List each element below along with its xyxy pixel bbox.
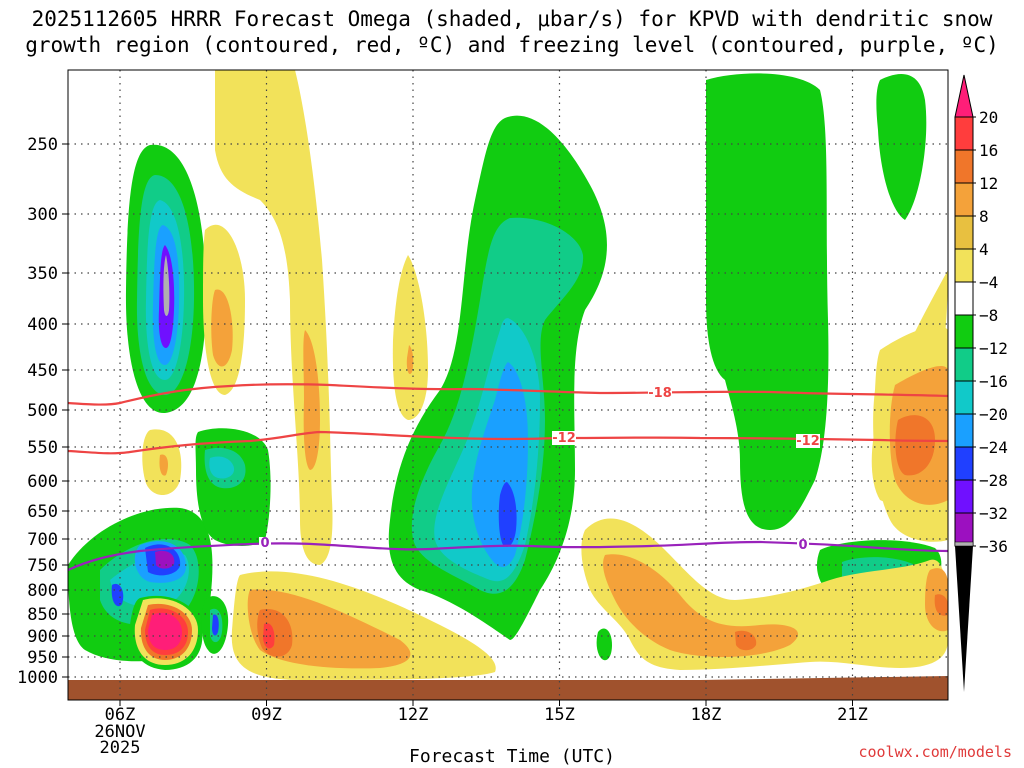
terrain-edge <box>68 676 948 700</box>
omega-region-center-blue2 <box>498 482 517 547</box>
sink-region-mid-spike-orange <box>406 345 414 375</box>
sink-region-bottom-left-red <box>263 623 275 649</box>
colorbar-label: −32 <box>979 504 1008 523</box>
colorbar-label: −24 <box>979 438 1008 457</box>
freezing-label-bg <box>259 537 271 550</box>
omega-region-upper-right <box>706 73 829 530</box>
dgz-upper-label-bg <box>648 386 672 400</box>
dgz-upper-label: -18 <box>648 386 672 401</box>
colorbar-swatch <box>954 512 974 547</box>
chart-title-line2: growth region (contoured, red, ºC) and f… <box>25 33 999 57</box>
grid-lines <box>68 70 948 700</box>
sink-region-mid-spike <box>392 255 428 420</box>
y-tick-label: 750 <box>27 556 58 576</box>
y-tick-label: 1000 <box>17 668 58 688</box>
dgz-upper-contour <box>67 383 949 406</box>
y-tick-label: 450 <box>27 361 58 381</box>
y-tick-label: 300 <box>27 205 58 225</box>
y-tick-label: 900 <box>27 627 58 647</box>
x-date-label: 26NOV <box>94 722 145 742</box>
credit-text: coolwx.com/models <box>858 743 1012 761</box>
y-tick-label: 400 <box>27 315 58 335</box>
colorbar-label: −12 <box>979 339 1008 358</box>
omega-region-lower-left-purple <box>155 550 175 569</box>
colorbar: 20 16 12 8 4 −4 −8 −12 −16 −20 −24 −28 −32 −36 <box>954 74 1008 692</box>
y-tick-label: 250 <box>27 135 58 155</box>
dgz-lower-label-2: -12 <box>796 434 820 449</box>
colorbar-swatch <box>954 215 974 250</box>
dgz-lower-label2-bg <box>796 434 820 448</box>
omega-region-mid-left-cyan <box>209 456 235 479</box>
omega-region-small-left-blue <box>212 614 219 636</box>
y-tick-label: 700 <box>27 530 58 550</box>
colorbar-swatch <box>954 281 974 316</box>
x-tick-label: 12Z <box>398 705 429 725</box>
dgz-lower-label: -12 <box>552 431 576 446</box>
colorbar-swatch <box>954 149 974 184</box>
y-tick-label: 550 <box>27 438 58 458</box>
x-tick-label: 18Z <box>691 705 722 725</box>
sink-region-left-b-orange <box>211 289 233 367</box>
sink-region-small-left-orange <box>159 454 168 476</box>
sink-region-left-inner <box>303 330 320 470</box>
colorbar-label: −4 <box>979 273 998 292</box>
colorbar-label: −20 <box>979 405 1008 424</box>
sink-region-left-column <box>215 70 333 565</box>
y-axis: 2503003504004505005506006507007508008509… <box>17 135 68 688</box>
colorbar-swatch <box>954 479 974 514</box>
colorbar-label: 4 <box>979 240 989 259</box>
sink-region-right-edge-orange2 <box>895 415 935 476</box>
y-tick-label: 500 <box>27 401 58 421</box>
y-tick-label: 600 <box>27 472 58 492</box>
colorbar-label: 20 <box>979 108 998 127</box>
y-tick-label: 650 <box>27 502 58 522</box>
y-tick-label: 950 <box>27 648 58 668</box>
colorbar-swatch <box>954 413 974 448</box>
sink-region-right-edge-bottom-red <box>934 594 948 616</box>
omega-region-upper-left-grey <box>163 255 170 316</box>
freezing-level-contour <box>67 540 949 572</box>
colorbar-swatch <box>954 446 974 481</box>
colorbar-label: −16 <box>979 372 1008 391</box>
x-axis-label: Forecast Time (UTC) <box>409 746 615 767</box>
colorbar-label: 12 <box>979 174 998 193</box>
sink-region-bottom-right-orange <box>603 554 799 657</box>
colorbar-label: −28 <box>979 471 1008 490</box>
colorbar-label: −36 <box>979 537 1008 556</box>
chart-title-line1: 2025112605 HRRR Forecast Omega (shaded, … <box>31 7 993 31</box>
colorbar-swatch <box>954 314 974 349</box>
omega-region-far-right <box>876 74 927 220</box>
colorbar-label: −8 <box>979 306 998 325</box>
colorbar-bottom-triangle <box>955 546 973 692</box>
y-tick-label: 850 <box>27 605 58 625</box>
colorbar-swatch <box>954 380 974 415</box>
omega-shading <box>68 70 948 700</box>
x-tick-label: 09Z <box>251 705 282 725</box>
x-tick-label: 15Z <box>544 705 575 725</box>
chart-title: 2025112605 HRRR Forecast Omega (shaded, … <box>0 6 1024 58</box>
colorbar-swatch <box>954 182 974 217</box>
freezing-label-2: 0 <box>798 538 807 553</box>
y-tick-label: 350 <box>27 264 58 284</box>
colorbar-swatch <box>954 541 974 547</box>
colorbar-swatch <box>954 116 974 151</box>
colorbar-swatch <box>954 347 974 382</box>
sink-region-bottom-left-core-magenta <box>148 612 182 650</box>
freezing-label2-bg <box>797 539 809 552</box>
colorbar-label: 16 <box>979 141 998 160</box>
colorbar-swatch <box>954 248 974 283</box>
dgz-lower-label-bg <box>552 431 576 445</box>
x-tick-label: 21Z <box>837 705 868 725</box>
colorbar-top-triangle <box>954 74 974 118</box>
plot-frame <box>67 69 949 701</box>
y-tick-label: 800 <box>27 581 58 601</box>
freezing-label: 0 <box>260 536 269 551</box>
x-date-label: 2025 <box>100 738 141 758</box>
contour-labels: -18 -12 -12 0 0 <box>259 386 820 553</box>
colorbar-label: 8 <box>979 207 989 226</box>
x-tick-label: 06Z <box>105 705 136 725</box>
